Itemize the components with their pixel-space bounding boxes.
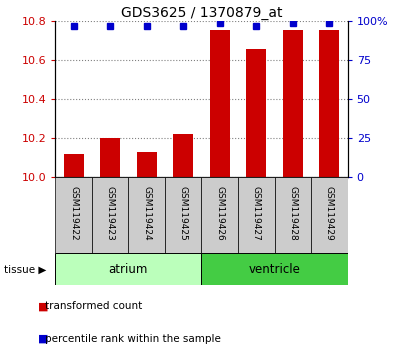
Text: GSM119425: GSM119425 — [179, 186, 188, 241]
Bar — [275, 177, 311, 253]
Bar — [92, 177, 128, 253]
Bar — [64, 154, 84, 177]
Bar — [311, 177, 348, 253]
Text: transformed count: transformed count — [45, 301, 143, 311]
Text: ventricle: ventricle — [248, 263, 301, 275]
Text: tissue ▶: tissue ▶ — [4, 265, 46, 275]
Text: GSM119426: GSM119426 — [215, 186, 224, 241]
Text: GSM119427: GSM119427 — [252, 186, 261, 241]
Bar — [238, 177, 275, 253]
Text: atrium: atrium — [109, 263, 148, 275]
Text: ■: ■ — [38, 334, 48, 344]
Text: GSM119423: GSM119423 — [105, 186, 115, 241]
Text: GSM119422: GSM119422 — [69, 186, 78, 241]
Bar — [210, 30, 230, 177]
Bar — [55, 177, 92, 253]
Bar — [128, 177, 165, 253]
Text: GSM119424: GSM119424 — [142, 186, 151, 241]
Bar — [201, 177, 238, 253]
Bar — [100, 138, 120, 177]
Text: GSM119429: GSM119429 — [325, 186, 334, 241]
Text: GSM119428: GSM119428 — [288, 186, 297, 241]
Bar — [55, 253, 201, 285]
Text: ■: ■ — [38, 301, 48, 311]
Bar — [283, 30, 303, 177]
Bar — [173, 134, 193, 177]
Bar — [137, 152, 157, 177]
Bar — [201, 253, 348, 285]
Text: percentile rank within the sample: percentile rank within the sample — [45, 334, 221, 344]
Bar — [165, 177, 201, 253]
Bar — [246, 50, 266, 177]
Title: GDS3625 / 1370879_at: GDS3625 / 1370879_at — [121, 6, 282, 20]
Bar — [319, 30, 339, 177]
